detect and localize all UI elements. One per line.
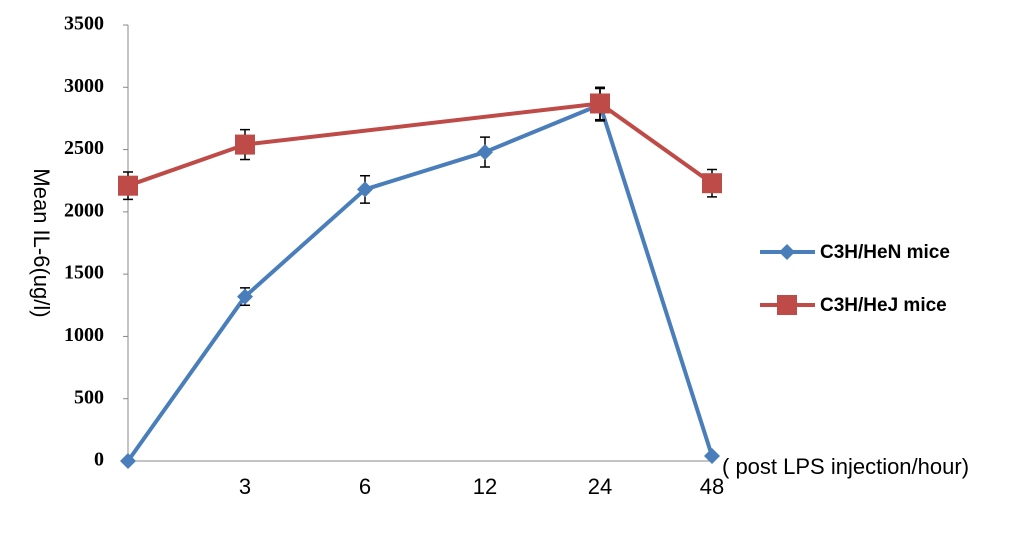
series-line <box>127 142 246 188</box>
y-tick-label: 3000 <box>64 75 104 97</box>
y-tick-label: 2500 <box>64 137 104 159</box>
legend-marker <box>777 295 797 315</box>
y-tick-label: 0 <box>94 449 104 471</box>
series-line <box>126 295 247 463</box>
y-axis-label: Mean IL-6(ug/l) <box>29 168 54 317</box>
marker <box>120 453 136 469</box>
marker <box>477 144 493 161</box>
series-line <box>598 104 714 457</box>
marker <box>237 288 253 305</box>
marker <box>118 175 138 196</box>
marker <box>704 448 720 465</box>
x-tick-label: 24 <box>588 474 612 499</box>
marker <box>357 181 373 198</box>
legend-label: C3H/HeJ mice <box>820 295 947 316</box>
series-line <box>484 102 601 154</box>
y-tick-label: 1500 <box>64 262 104 284</box>
y-tick-label: 1000 <box>64 324 104 346</box>
x-axis-label: ( post LPS injection/hour) <box>722 454 969 479</box>
x-tick-label: 3 <box>239 474 251 499</box>
legend-marker <box>779 244 795 260</box>
marker <box>235 134 255 155</box>
x-tick-label: 12 <box>473 474 497 499</box>
y-tick-label: 3500 <box>64 13 104 35</box>
series-line <box>598 101 714 185</box>
x-tick-label: 48 <box>700 474 724 499</box>
series-line <box>244 101 601 147</box>
series-line <box>364 150 486 192</box>
marker <box>702 173 722 194</box>
x-tick-label: 6 <box>359 474 371 499</box>
y-tick-label: 500 <box>74 386 104 408</box>
legend-label: C3H/HeN mice <box>820 242 950 263</box>
y-tick-label: 2000 <box>64 199 104 221</box>
marker <box>590 93 610 114</box>
series-line <box>243 187 367 299</box>
